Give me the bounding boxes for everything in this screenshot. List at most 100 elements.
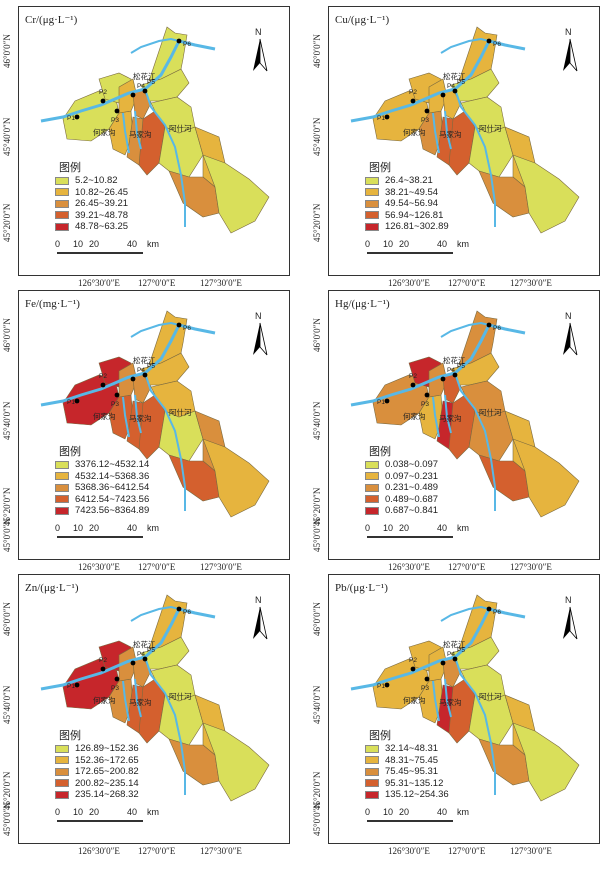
district-region <box>468 126 514 178</box>
north-arrow: N <box>249 311 271 359</box>
legend-item: 0.231~0.489 <box>365 482 438 494</box>
north-label: N <box>565 595 572 605</box>
legend-label: 26.4~38.21 <box>385 175 433 187</box>
legend-swatch <box>365 211 379 220</box>
legend-title: 图例 <box>369 445 391 458</box>
point-label: P1 <box>377 683 385 690</box>
legend-title: 图例 <box>59 161 81 174</box>
legend-swatch <box>55 506 69 515</box>
sampling-point <box>130 376 136 382</box>
scale-tick: 0 <box>55 239 61 249</box>
y-axis-label: 46°0′0″N <box>2 34 12 68</box>
scale-unit: km <box>457 239 469 249</box>
scale-tick: 0 <box>365 239 371 249</box>
legend-item: 10.82~26.45 <box>55 187 128 199</box>
legend-label: 152.36~172.65 <box>75 754 139 766</box>
y-axis-label: 45°20′0″N <box>2 203 12 242</box>
sampling-point <box>176 322 182 328</box>
legend-swatch <box>365 756 379 765</box>
sampling-point <box>100 666 106 672</box>
sampling-point <box>142 88 148 94</box>
point-label: P3 <box>421 685 429 692</box>
scale-tick: 10 <box>383 807 394 817</box>
sampling-point <box>100 382 106 388</box>
scale-tick: 10 <box>383 523 394 533</box>
place-label-river-b: 何家沟 <box>93 412 116 421</box>
legend-label: 48.78~63.25 <box>75 221 129 233</box>
legend-swatch <box>55 211 69 220</box>
panel-title: Fe/(mg·L⁻¹) <box>25 298 80 310</box>
x-axis-label: 126°30′0″E <box>78 278 120 288</box>
legend-item: 235.14~268.32 <box>55 789 139 801</box>
scale-line <box>57 820 143 822</box>
sampling-point <box>452 656 458 662</box>
legend-label: 95.31~135.12 <box>385 777 444 789</box>
place-label-river-main: 松花江 <box>443 72 466 81</box>
scale-unit: km <box>147 807 159 817</box>
legend: 3376.12~4532.14 4532.14~5368.36 5368.36~64… <box>55 459 149 517</box>
x-axis-label: 126°30′0″E <box>388 846 430 856</box>
legend-label: 26.45~39.21 <box>75 198 129 210</box>
point-label: P6 <box>183 609 191 616</box>
scale-tick: 20 <box>89 807 100 817</box>
district-region <box>512 722 580 802</box>
point-label: P2 <box>409 373 417 380</box>
scale-tick: 40 <box>127 239 138 249</box>
y-axis-label: 45°40′0″N <box>312 685 322 724</box>
scale-tick: 0 <box>55 807 61 817</box>
legend-item: 48.31~75.45 <box>365 755 449 767</box>
place-label-river-b: 何家沟 <box>93 696 116 705</box>
scale-tick: 0 <box>365 523 371 533</box>
district-region <box>158 126 204 178</box>
sampling-point <box>100 98 106 104</box>
river-line <box>444 678 452 718</box>
legend-item: 135.12~254.36 <box>365 789 449 801</box>
sampling-point <box>384 398 390 404</box>
legend: 32.14~48.31 48.31~75.45 75.45~95.31 95.31~1… <box>365 743 449 801</box>
north-arrow-icon <box>563 38 578 72</box>
place-label-river-a: 阿什河 <box>169 124 192 133</box>
place-label-river-c: 马家沟 <box>439 698 462 707</box>
river-line <box>432 112 440 154</box>
point-label: P5 <box>457 647 465 654</box>
sampling-point <box>130 92 136 98</box>
legend-swatch <box>55 222 69 231</box>
legend-item: 172.65~200.82 <box>55 766 139 778</box>
point-label: P6 <box>493 609 501 616</box>
legend-label: 39.21~48.78 <box>75 209 129 221</box>
river-line <box>134 678 142 718</box>
river-line <box>432 396 440 438</box>
legend-label: 0.489~0.687 <box>385 493 439 505</box>
legend-label: 4532.14~5368.36 <box>75 470 150 482</box>
legend-label: 126.89~152.36 <box>75 743 139 755</box>
y-axis-label: 46°0′0″N <box>312 602 322 636</box>
x-axis-label: 127°30′0″E <box>510 278 552 288</box>
legend-swatch <box>55 767 69 776</box>
sampling-point <box>142 372 148 378</box>
legend-label: 200.82~235.14 <box>75 777 139 789</box>
north-arrow-icon <box>253 38 268 72</box>
district-region <box>202 154 270 234</box>
legend-swatch <box>55 199 69 208</box>
north-label: N <box>565 311 572 321</box>
sampling-point <box>410 98 416 104</box>
scale-tick: 40 <box>437 523 448 533</box>
panel-title: Zn/(μg·L⁻¹) <box>25 582 79 594</box>
sampling-point <box>410 382 416 388</box>
legend-label: 75.45~95.31 <box>385 766 439 778</box>
legend-item: 32.14~48.31 <box>365 743 449 755</box>
legend-label: 5368.36~6412.54 <box>75 482 150 494</box>
sampling-point <box>440 376 446 382</box>
river-line <box>350 607 526 691</box>
river-line <box>432 680 440 722</box>
river-line <box>350 39 526 123</box>
river-line <box>454 372 496 511</box>
legend-item: 4532.14~5368.36 <box>55 471 149 483</box>
scale-bar: 0 10 20 40 km <box>363 523 473 539</box>
point-label: P1 <box>377 399 385 406</box>
district-region <box>202 438 270 518</box>
scale-tick: 20 <box>89 523 100 533</box>
legend-label: 6412.54~7423.56 <box>75 493 150 505</box>
scale-tick: 40 <box>127 807 138 817</box>
y-axis-label: 46°0′0″N <box>2 602 12 636</box>
